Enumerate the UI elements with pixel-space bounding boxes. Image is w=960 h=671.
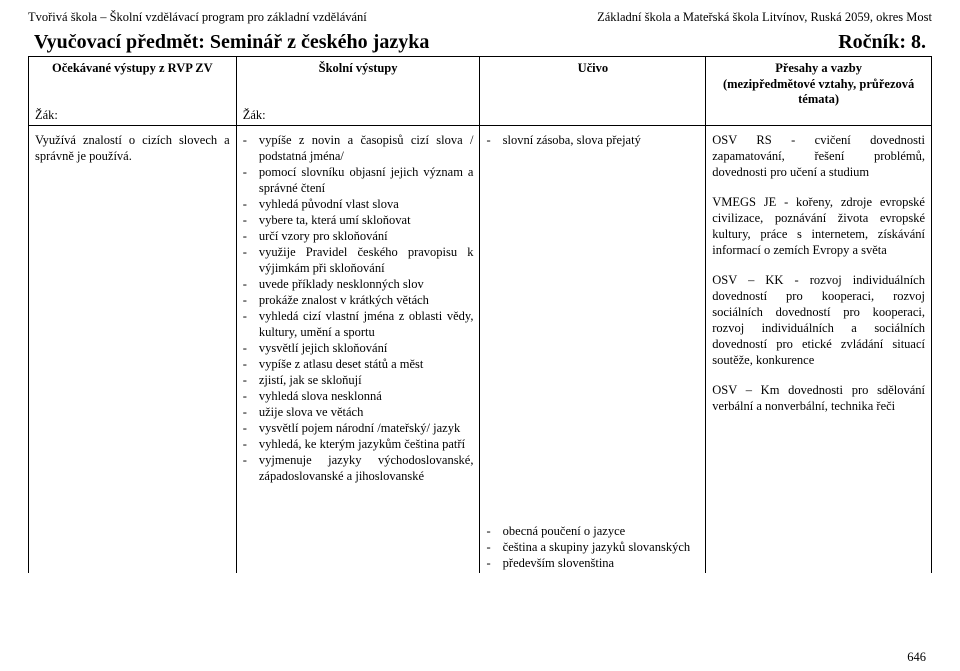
- list-item: -využije Pravidel českého pravopisu k vý…: [243, 244, 474, 276]
- grade-title: Ročník: 8.: [838, 31, 926, 54]
- cell-rvp: Využívá znalostí o cizích slovech a sprá…: [29, 125, 237, 573]
- header-left: Tvořivá škola – Školní vzdělávací progra…: [28, 10, 367, 25]
- list-item: -vypíše z atlasu deset států a měst: [243, 356, 474, 372]
- zak-c4: [706, 108, 932, 126]
- list-item: -čeština a skupiny jazyků slovanských: [486, 539, 699, 555]
- list-item: -vysvětlí jejich skloňování: [243, 340, 474, 356]
- zak-c2: Žák:: [236, 108, 480, 126]
- presahy-p2: VMEGS JE - kořeny, zdroje evropské civil…: [712, 194, 925, 258]
- subject-title: Vyučovací předmět: Seminář z českého jaz…: [34, 31, 429, 54]
- header-right: Základní škola a Mateřská škola Litvínov…: [597, 10, 932, 25]
- list-item: -vyjmenuje jazyky východoslovanské, zápa…: [243, 452, 474, 484]
- curriculum-table: Očekávané výstupy z RVP ZV Školní výstup…: [28, 56, 932, 573]
- cell-presahy: OSV RS - cvičení dovednosti zapamatování…: [706, 125, 932, 573]
- list-item: -vyhledá původní vlast slova: [243, 196, 474, 212]
- zak-c1: Žák:: [29, 108, 237, 126]
- presahy-p4: OSV – Km dovednosti pro sdělování verbál…: [712, 382, 925, 414]
- cell-ucivo: -slovní zásoba, slova přejatý -obecná po…: [480, 125, 706, 573]
- spacer: [712, 258, 925, 272]
- list-item: -pomocí slovníku objasní jejich význam a…: [243, 164, 474, 196]
- page-number: 646: [907, 650, 926, 665]
- spacer: [712, 368, 925, 382]
- th-outcomes-rvp: Očekávané výstupy z RVP ZV: [29, 57, 237, 108]
- list-item: -vypíše z novin a časopisů cizí slova / …: [243, 132, 474, 164]
- spacer: [712, 180, 925, 194]
- th-presahy: Přesahy a vazby (mezipředmětové vztahy, …: [706, 57, 932, 108]
- th-school-outcomes: Školní výstupy: [236, 57, 480, 108]
- list-item: -užije slova ve větách: [243, 404, 474, 420]
- school-outcomes-list: -vypíše z novin a časopisů cizí slova / …: [243, 132, 474, 484]
- rvp-text: Využívá znalostí o cizích slovech a sprá…: [35, 132, 230, 164]
- th-presahy-line1: Přesahy a vazby: [712, 61, 925, 77]
- presahy-p1: OSV RS - cvičení dovednosti zapamatování…: [712, 132, 925, 180]
- ucivo-top: -slovní zásoba, slova přejatý: [486, 132, 699, 148]
- list-item: -uvede příklady nesklonných slov: [243, 276, 474, 292]
- list-item: -vyhledá slova nesklonná: [243, 388, 474, 404]
- list-item: -zjistí, jak se skloňují: [243, 372, 474, 388]
- list-item: -slovní zásoba, slova přejatý: [486, 132, 699, 148]
- list-item: -prokáže znalost v krátkých větách: [243, 292, 474, 308]
- th-ucivo: Učivo: [480, 57, 706, 108]
- zak-c3: [480, 108, 706, 126]
- spacer: [486, 148, 699, 523]
- list-item: -vysvětlí pojem národní /mateřský/ jazyk: [243, 420, 474, 436]
- ucivo-bottom: -obecná poučení o jazyce -čeština a skup…: [486, 523, 699, 571]
- list-item: -obecná poučení o jazyce: [486, 523, 699, 539]
- th-presahy-line2: (mezipředmětové vztahy, průřezová témata…: [712, 77, 925, 108]
- list-item: -především slovenština: [486, 555, 699, 571]
- list-item: -vyhledá, ke kterým jazykům čeština patř…: [243, 436, 474, 452]
- list-item: -vybere ta, která umí skloňovat: [243, 212, 474, 228]
- presahy-p3: OSV – KK - rozvoj individuálních dovedno…: [712, 272, 925, 368]
- list-item: -vyhledá cizí vlastní jména z oblasti vě…: [243, 308, 474, 340]
- cell-school-outcomes: -vypíše z novin a časopisů cizí slova / …: [236, 125, 480, 573]
- list-item: -určí vzory pro skloňování: [243, 228, 474, 244]
